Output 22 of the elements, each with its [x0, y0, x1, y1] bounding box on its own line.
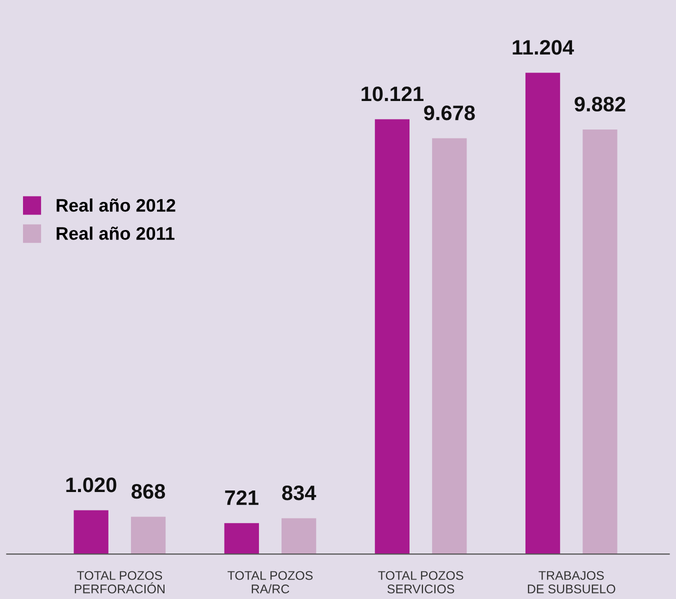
bar: [282, 518, 316, 554]
x-tick-label: TOTAL POZOS RA/RC: [228, 571, 313, 594]
data-label: 868: [132, 484, 166, 499]
data-label: 1.020: [66, 477, 116, 492]
data-label: 834: [282, 485, 316, 500]
x-tick-label: TOTAL POZOS SERVICIOS: [378, 571, 464, 594]
bar: [582, 130, 618, 554]
data-label: 9.882: [574, 96, 626, 112]
data-label: 721: [225, 490, 258, 505]
x-tick-label: TOTAL POZOS PERFORACIÓN: [74, 571, 164, 594]
bar: [224, 523, 259, 554]
legend-label: Real año 2011: [56, 226, 174, 240]
bar: [525, 72, 560, 554]
bar: [130, 516, 166, 554]
bar: [374, 119, 410, 554]
data-label: 9.678: [424, 106, 475, 120]
bar: [74, 510, 108, 554]
legend-label: Real año 2012: [56, 198, 176, 212]
bar: [432, 138, 467, 554]
data-label: 10.121: [362, 86, 424, 102]
x-tick-label: TRABAJOS DE SUBSUELO: [528, 571, 616, 594]
data-label: 11.204: [512, 40, 574, 55]
